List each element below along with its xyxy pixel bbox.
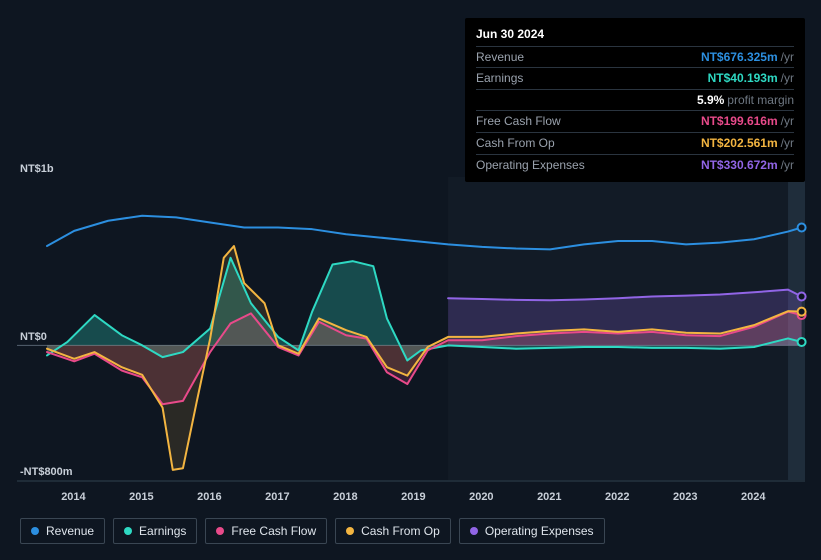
tooltip-row: 5.9%profit margin [476, 89, 794, 111]
legend-item-operating-expenses[interactable]: Operating Expenses [459, 518, 605, 544]
tooltip-row-label: Operating Expenses [476, 156, 585, 175]
tooltip-row-label: Revenue [476, 48, 524, 67]
y-axis-label: -NT$800m [20, 466, 73, 478]
x-axis-label: 2018 [333, 491, 357, 503]
legend-item-revenue[interactable]: Revenue [20, 518, 105, 544]
tooltip-row: Free Cash Flow NT$199.616m/yr [476, 110, 794, 132]
x-axis-label: 2019 [401, 491, 425, 503]
tooltip-row: Operating Expenses NT$330.672m/yr [476, 154, 794, 176]
tooltip-row-label: Free Cash Flow [476, 112, 561, 131]
x-axis-label: 2016 [197, 491, 221, 503]
tooltip-rows: Revenue NT$676.325m/yr Earnings NT$40.193m/… [476, 46, 794, 176]
x-axis-label: 2024 [741, 491, 765, 503]
legend-item-label: Earnings [139, 524, 186, 538]
legend-item-label: Operating Expenses [485, 524, 594, 538]
legend-item-cash-from-op[interactable]: Cash From Op [335, 518, 451, 544]
legend-item-free-cash-flow[interactable]: Free Cash Flow [205, 518, 327, 544]
tooltip-row: Revenue NT$676.325m/yr [476, 46, 794, 68]
legend-dot-icon [216, 527, 224, 535]
legend-dot-icon [346, 527, 354, 535]
tooltip-date: Jun 30 2024 [476, 25, 794, 44]
legend-item-label: Free Cash Flow [231, 524, 316, 538]
x-axis-label: 2023 [673, 491, 697, 503]
tooltip-row-label: Cash From Op [476, 134, 555, 153]
x-axis-label: 2022 [605, 491, 629, 503]
tooltip-row-value: NT$676.325m/yr [701, 48, 794, 67]
legend-item-label: Cash From Op [361, 524, 440, 538]
x-axis-label: 2020 [469, 491, 493, 503]
legend-item-earnings[interactable]: Earnings [113, 518, 197, 544]
tooltip-row-value: 5.9%profit margin [697, 91, 794, 110]
legend-dot-icon [470, 527, 478, 535]
legend-item-label: Revenue [46, 524, 94, 538]
legend-dot-icon [31, 527, 39, 535]
x-axis-label: 2014 [61, 491, 85, 503]
tooltip-row-value: NT$199.616m/yr [701, 112, 794, 131]
tooltip-row-value: NT$202.561m/yr [701, 134, 794, 153]
tooltip-row-value: NT$40.193m/yr [708, 69, 794, 88]
x-axis-label: 2015 [129, 491, 153, 503]
x-axis-label: 2017 [265, 491, 289, 503]
chart-tooltip: Jun 30 2024 RevenueNT$676.325m/yrEarning… [465, 18, 805, 182]
y-axis-label: NT$0 [20, 331, 47, 343]
tooltip-row: Earnings NT$40.193m/yr [476, 67, 794, 89]
financials-area-chart: Jun 30 2024 RevenueNT$676.325m/yrEarning… [0, 0, 821, 560]
tooltip-row: Cash From Op NT$202.561m/yr [476, 132, 794, 154]
chart-legend: Revenue Earnings Free Cash Flow Cash From O… [20, 518, 605, 544]
y-axis-label: NT$1b [20, 163, 54, 175]
tooltip-row-label: Earnings [476, 69, 523, 88]
x-axis-label: 2021 [537, 491, 561, 503]
tooltip-row-value: NT$330.672m/yr [701, 156, 794, 175]
legend-dot-icon [124, 527, 132, 535]
